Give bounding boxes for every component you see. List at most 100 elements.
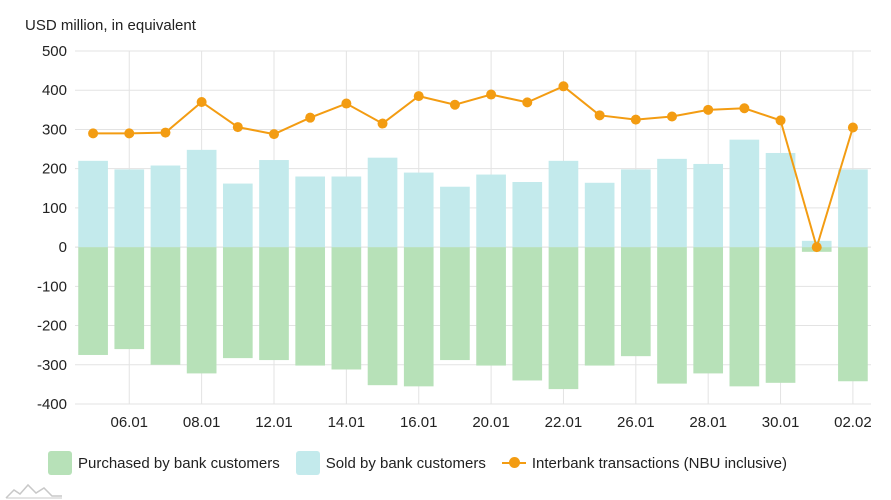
bar-purchased bbox=[78, 247, 108, 355]
bar-purchased bbox=[620, 247, 651, 357]
legend-label-sold: Sold by bank customers bbox=[325, 454, 486, 472]
interbank-point bbox=[811, 242, 822, 253]
x-tick-label: 12.01 bbox=[255, 414, 293, 431]
x-tick-label: 26.01 bbox=[617, 414, 655, 431]
legend-swatch-interbank bbox=[501, 451, 526, 475]
bar-purchased bbox=[693, 247, 724, 374]
y-tick-label: 300 bbox=[42, 121, 67, 138]
interbank-point bbox=[377, 118, 388, 129]
interbank-point bbox=[269, 129, 279, 140]
interbank-point bbox=[667, 111, 677, 122]
y-tick-label: -200 bbox=[37, 318, 67, 335]
bar-sold bbox=[512, 182, 543, 248]
bar-sold bbox=[259, 160, 289, 248]
x-tick-label: 08.01 bbox=[183, 414, 221, 431]
x-tick-label: 16.01 bbox=[400, 414, 438, 431]
interbank-point bbox=[124, 128, 135, 139]
interbank-point bbox=[341, 98, 352, 109]
interbank-point bbox=[594, 110, 605, 121]
interbank-point bbox=[449, 99, 460, 110]
bar-sold bbox=[222, 183, 253, 248]
y-tick-label: -100 bbox=[37, 278, 67, 295]
bar-purchased bbox=[476, 247, 506, 366]
interbank-point bbox=[558, 81, 569, 92]
bars-layer bbox=[78, 139, 868, 390]
interbank-point bbox=[88, 128, 99, 139]
bar-sold bbox=[657, 158, 687, 248]
interbank-point bbox=[630, 114, 641, 125]
bar-sold bbox=[114, 169, 145, 248]
y-axis-title: USD million, in equivalent bbox=[25, 17, 196, 34]
bar-sold bbox=[838, 169, 868, 248]
y-tick-label: 400 bbox=[42, 82, 67, 99]
y-tick-label: -300 bbox=[37, 357, 67, 374]
bar-purchased bbox=[186, 247, 217, 374]
interbank-line bbox=[93, 85, 854, 251]
bar-purchased bbox=[295, 247, 326, 366]
y-tick-label: 0 bbox=[59, 239, 67, 256]
bar-purchased bbox=[584, 247, 615, 366]
x-tick-label: 02.02 bbox=[834, 414, 872, 431]
bar-purchased bbox=[222, 247, 253, 359]
bar-sold bbox=[78, 160, 108, 248]
bar-purchased bbox=[440, 247, 470, 361]
y-tick-label: -400 bbox=[37, 396, 67, 413]
x-tick-label: 22.01 bbox=[545, 414, 583, 431]
bar-purchased bbox=[765, 247, 796, 383]
x-tick-label: 28.01 bbox=[689, 414, 727, 431]
interbank-point bbox=[196, 96, 207, 107]
legend: Purchased by bank customers Sold by bank… bbox=[48, 451, 803, 475]
labels-layer: 500 400 300 200 100 0 -100 -200 -300 -400 06.01 08.… bbox=[37, 43, 872, 431]
line-layer bbox=[88, 81, 858, 253]
bar-purchased bbox=[403, 247, 434, 387]
bar-sold bbox=[765, 152, 796, 248]
legend-label-purchased: Purchased by bank customers bbox=[78, 454, 280, 472]
bar-sold bbox=[331, 176, 362, 248]
bar-sold bbox=[620, 169, 651, 248]
legend-swatch-purchased bbox=[48, 451, 72, 475]
bar-sold bbox=[295, 176, 326, 248]
legend-item-sold[interactable]: Sold by bank customers bbox=[295, 451, 486, 475]
interbank-point bbox=[703, 104, 714, 115]
bar-sold bbox=[693, 163, 724, 248]
y-tick-label: 100 bbox=[42, 200, 67, 217]
bar-sold bbox=[584, 182, 615, 248]
legend-item-purchased[interactable]: Purchased by bank customers bbox=[48, 451, 280, 475]
interbank-point bbox=[486, 89, 497, 100]
bar-sold bbox=[403, 172, 434, 248]
legend-item-interbank[interactable]: Interbank transactions (NBU inclusive) bbox=[501, 451, 787, 475]
bar-purchased bbox=[729, 247, 760, 387]
interbank-point bbox=[160, 127, 171, 138]
bar-sold bbox=[186, 149, 217, 248]
bar-sold bbox=[150, 165, 181, 248]
x-tick-label: 14.01 bbox=[328, 414, 366, 431]
bar-purchased bbox=[367, 247, 398, 386]
x-tick-label: 20.01 bbox=[472, 414, 510, 431]
chart: 500 400 300 200 100 0 -100 -200 -300 -400 06.01 08.… bbox=[37, 43, 872, 431]
bar-purchased bbox=[657, 247, 687, 384]
bar-purchased bbox=[331, 247, 362, 370]
interbank-point bbox=[305, 112, 316, 123]
bar-sold bbox=[729, 139, 760, 248]
x-tick-label: 06.01 bbox=[110, 414, 148, 431]
y-tick-label: 500 bbox=[42, 43, 67, 60]
bar-purchased bbox=[838, 247, 868, 382]
legend-label-interbank: Interbank transactions (NBU inclusive) bbox=[531, 454, 787, 472]
bar-purchased bbox=[150, 247, 181, 365]
bar-sold bbox=[440, 186, 470, 248]
bar-purchased bbox=[548, 247, 579, 390]
bar-purchased bbox=[114, 247, 145, 350]
logo-icon bbox=[5, 483, 62, 499]
interbank-point bbox=[847, 122, 858, 133]
interbank-point bbox=[413, 91, 424, 102]
interbank-point bbox=[232, 122, 243, 133]
bar-purchased bbox=[512, 247, 543, 381]
y-tick-label: 200 bbox=[42, 161, 67, 178]
legend-swatch-sold bbox=[295, 451, 320, 475]
bar-sold bbox=[367, 157, 398, 248]
bar-sold bbox=[548, 160, 579, 248]
bar-purchased bbox=[259, 247, 289, 361]
interbank-point bbox=[739, 103, 750, 114]
interbank-point bbox=[775, 115, 786, 126]
interbank-point bbox=[522, 97, 533, 108]
